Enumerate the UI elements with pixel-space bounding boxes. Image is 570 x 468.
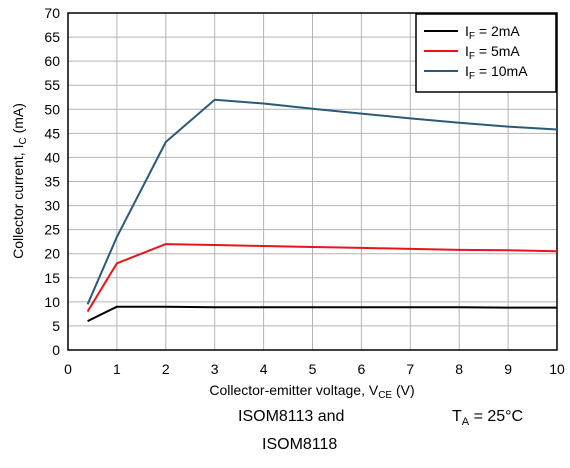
temperature-caption-main: T [452,408,462,425]
y-tick-label: 65 [44,29,60,45]
temperature-caption-rest: = 25°C [469,408,524,425]
device-caption-line2: ISOM8118 [262,436,338,453]
x-tick-label: 10 [549,361,565,377]
y-tick-label: 40 [44,149,60,165]
y-tick-label: 70 [44,5,60,21]
legend-label-main: I [465,23,469,39]
legend-label-sub: F [469,71,475,82]
legend-label-sub: F [469,31,475,42]
device-caption-line1: ISOM8113 and [238,408,345,425]
series-line-3 [86,98,558,305]
y-axis-label-sub: C [18,137,29,144]
x-tick-labels: 0 1 2 3 4 5 6 7 8 9 10 [64,361,565,377]
x-tick-label: 8 [455,361,463,377]
legend-label-3: IF = 10mA [465,63,528,82]
legend-box [415,13,557,93]
y-tick-label: 25 [44,222,60,238]
x-axis-label: Collector-emitter voltage, VCE (V) [209,382,414,400]
y-axis-label-unit: (mA) [10,103,26,137]
legend-label-1: IF = 2mA [465,23,520,42]
legend-label-rest: = 10mA [475,63,528,79]
series-layer [86,98,558,322]
x-axis-label-unit: (V) [392,382,415,398]
plot-frame [67,12,558,351]
y-tick-label: 30 [44,198,60,214]
chart: 0 1 2 3 4 5 6 7 8 9 10 051015202530354045505560657… [10,5,565,400]
temperature-caption: TA = 25°C [452,408,523,428]
legend-label-main: I [465,43,469,59]
y-tick-label: 35 [44,174,60,190]
y-tick-labels: 0 5 10 15 20 25 30 35 40 45 50 55 60 65 70 [44,5,60,358]
y-axis-label-main: Collector current, I [10,145,26,259]
y-tick-label: 15 [44,270,60,286]
legend-label-main: I [465,63,469,79]
y-tick-label: 60 [44,53,60,69]
x-tick-label: 5 [309,361,317,377]
y-axis-label: Collector current, IC (mA) [10,103,29,259]
x-tick-label: 0 [64,361,72,377]
legend-label-sub: F [469,51,475,62]
x-tick-label: 1 [113,361,121,377]
x-tick-label: 6 [358,361,366,377]
y-tick-label: 10 [44,294,60,310]
legend-label-rest: = 5mA [475,43,520,59]
y-tick-label: 0 [52,342,60,358]
x-axis-label-main: Collector-emitter voltage, V [209,382,379,398]
y-tick-label: 50 [44,101,60,117]
series-line-1 [87,305,557,322]
legend-label-rest: = 2mA [475,23,520,39]
x-tick-label: 9 [504,361,512,377]
x-tick-label: 7 [406,361,414,377]
temperature-caption-sub: A [461,416,470,429]
y-tick-label: 55 [44,77,60,93]
y-tick-label: 45 [44,125,60,141]
x-tick-label: 3 [211,361,219,377]
legend-label-2: IF = 5mA [465,43,520,62]
y-tick-label: 5 [52,318,60,334]
x-axis-label-sub: CE [378,390,392,400]
x-tick-label: 2 [162,361,170,377]
y-tick-label: 20 [44,246,60,262]
x-tick-label: 4 [260,361,268,377]
series-line-2 [86,243,558,313]
